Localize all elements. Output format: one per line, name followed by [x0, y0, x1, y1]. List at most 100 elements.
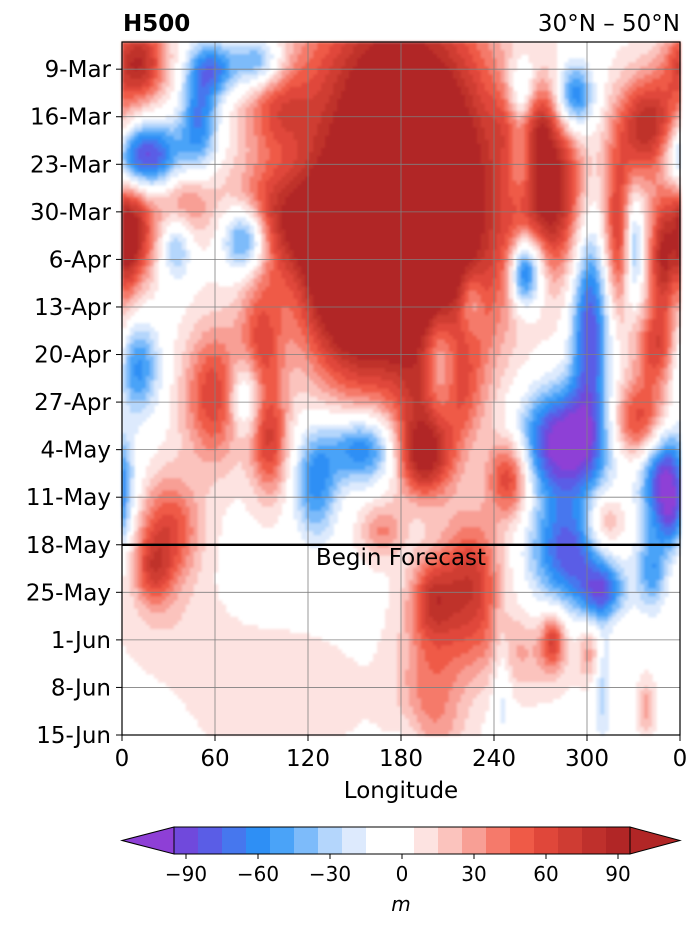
heatmap-cell: [412, 86, 418, 92]
heatmap-cell: [672, 50, 677, 55]
heatmap-cell: [416, 107, 422, 112]
heatmap-cell: [177, 168, 183, 174]
heatmap-cell: [161, 123, 167, 129]
heatmap-cell: [672, 90, 677, 96]
heatmap-cell: [145, 70, 151, 76]
heatmap-cell: [508, 46, 514, 51]
heatmap-cell: [253, 46, 259, 51]
heatmap-cell: [345, 94, 350, 100]
heatmap-cell: [217, 180, 223, 186]
heatmap-cell: [329, 103, 334, 108]
heatmap-cell: [213, 123, 219, 129]
heatmap-cell: [253, 152, 259, 157]
heatmap-cell: [612, 180, 617, 186]
heatmap-cell: [345, 46, 350, 51]
heatmap-cell: [125, 54, 131, 59]
heatmap-cell: [592, 160, 597, 165]
heatmap-cell: [377, 54, 382, 59]
heatmap-cell: [241, 111, 247, 116]
heatmap-cell: [644, 131, 649, 137]
heatmap-cell: [193, 94, 199, 100]
heatmap-cell: [161, 164, 167, 169]
heatmap-cell: [436, 86, 442, 92]
heatmap-cell: [484, 156, 490, 161]
heatmap-cell: [432, 135, 438, 141]
heatmap-cell: [644, 160, 649, 165]
heatmap-cell: [173, 168, 179, 174]
heatmap-cell: [608, 115, 613, 121]
heatmap-cell: [325, 90, 330, 96]
heatmap-cell: [145, 62, 151, 68]
heatmap-cell: [129, 42, 135, 47]
heatmap-cell: [452, 74, 458, 80]
heatmap-cell: [408, 164, 414, 169]
heatmap-cell: [297, 99, 302, 104]
heatmap-cell: [608, 156, 613, 161]
heatmap-cell: [337, 184, 342, 190]
heatmap-cell: [520, 160, 526, 165]
heatmap-cell: [576, 180, 581, 186]
heatmap-cell: [373, 82, 378, 88]
heatmap-cell: [153, 127, 159, 133]
heatmap-cell: [512, 176, 518, 182]
heatmap-cell: [241, 74, 247, 80]
heatmap-cell: [285, 115, 290, 121]
heatmap-cell: [604, 94, 609, 100]
heatmap-cell: [273, 180, 279, 186]
heatmap-cell: [556, 131, 562, 137]
heatmap-cell: [177, 115, 183, 121]
heatmap-cell: [512, 94, 518, 100]
heatmap-cell: [321, 176, 326, 182]
heatmap-cell: [361, 82, 366, 88]
heatmap-cell: [544, 86, 550, 92]
heatmap-cell: [576, 172, 581, 178]
heatmap-cell: [472, 54, 478, 59]
heatmap-cell: [265, 58, 271, 63]
heatmap-cell: [193, 180, 199, 186]
heatmap-cell: [552, 147, 558, 153]
heatmap-cell: [676, 192, 681, 198]
heatmap-cell: [313, 54, 318, 59]
heatmap-cell: [125, 94, 131, 100]
heatmap-cell: [353, 119, 358, 125]
heatmap-cell: [576, 103, 581, 108]
heatmap-cell: [604, 176, 609, 182]
heatmap-cell: [488, 86, 494, 92]
heatmap-cell: [185, 119, 191, 125]
heatmap-cell: [412, 74, 418, 80]
heatmap-cell: [452, 70, 458, 76]
heatmap-cell: [205, 78, 211, 84]
heatmap-cell: [568, 111, 573, 116]
heatmap-cell: [165, 160, 171, 165]
heatmap-cell: [440, 94, 446, 100]
heatmap-cell: [484, 50, 490, 55]
heatmap-cell: [201, 164, 207, 169]
heatmap-cell: [448, 90, 454, 96]
heatmap-cell: [432, 86, 438, 92]
heatmap-cell: [377, 180, 382, 186]
heatmap-cell: [197, 164, 203, 169]
heatmap-cell: [285, 131, 290, 137]
heatmap-cell: [377, 94, 382, 100]
heatmap-cell: [516, 156, 522, 161]
heatmap-cell: [313, 168, 318, 174]
heatmap-cell: [297, 156, 302, 161]
heatmap-cell: [532, 42, 538, 47]
heatmap-cell: [341, 90, 346, 96]
heatmap-cell: [329, 127, 334, 133]
heatmap-cell: [412, 58, 418, 63]
heatmap-cell: [137, 90, 143, 96]
heatmap-cell: [472, 127, 478, 133]
heatmap-cell: [580, 94, 585, 100]
heatmap-cell: [257, 99, 263, 104]
heatmap-cell: [528, 58, 534, 63]
heatmap-cell: [129, 156, 135, 161]
heatmap-cell: [668, 90, 673, 96]
heatmap-cell: [420, 119, 426, 125]
heatmap-cell: [656, 119, 661, 125]
heatmap-cell: [325, 58, 330, 63]
heatmap-cell: [361, 168, 366, 174]
heatmap-cell: [524, 176, 530, 182]
heatmap-cell: [389, 50, 394, 55]
heatmap-cell: [404, 164, 410, 169]
